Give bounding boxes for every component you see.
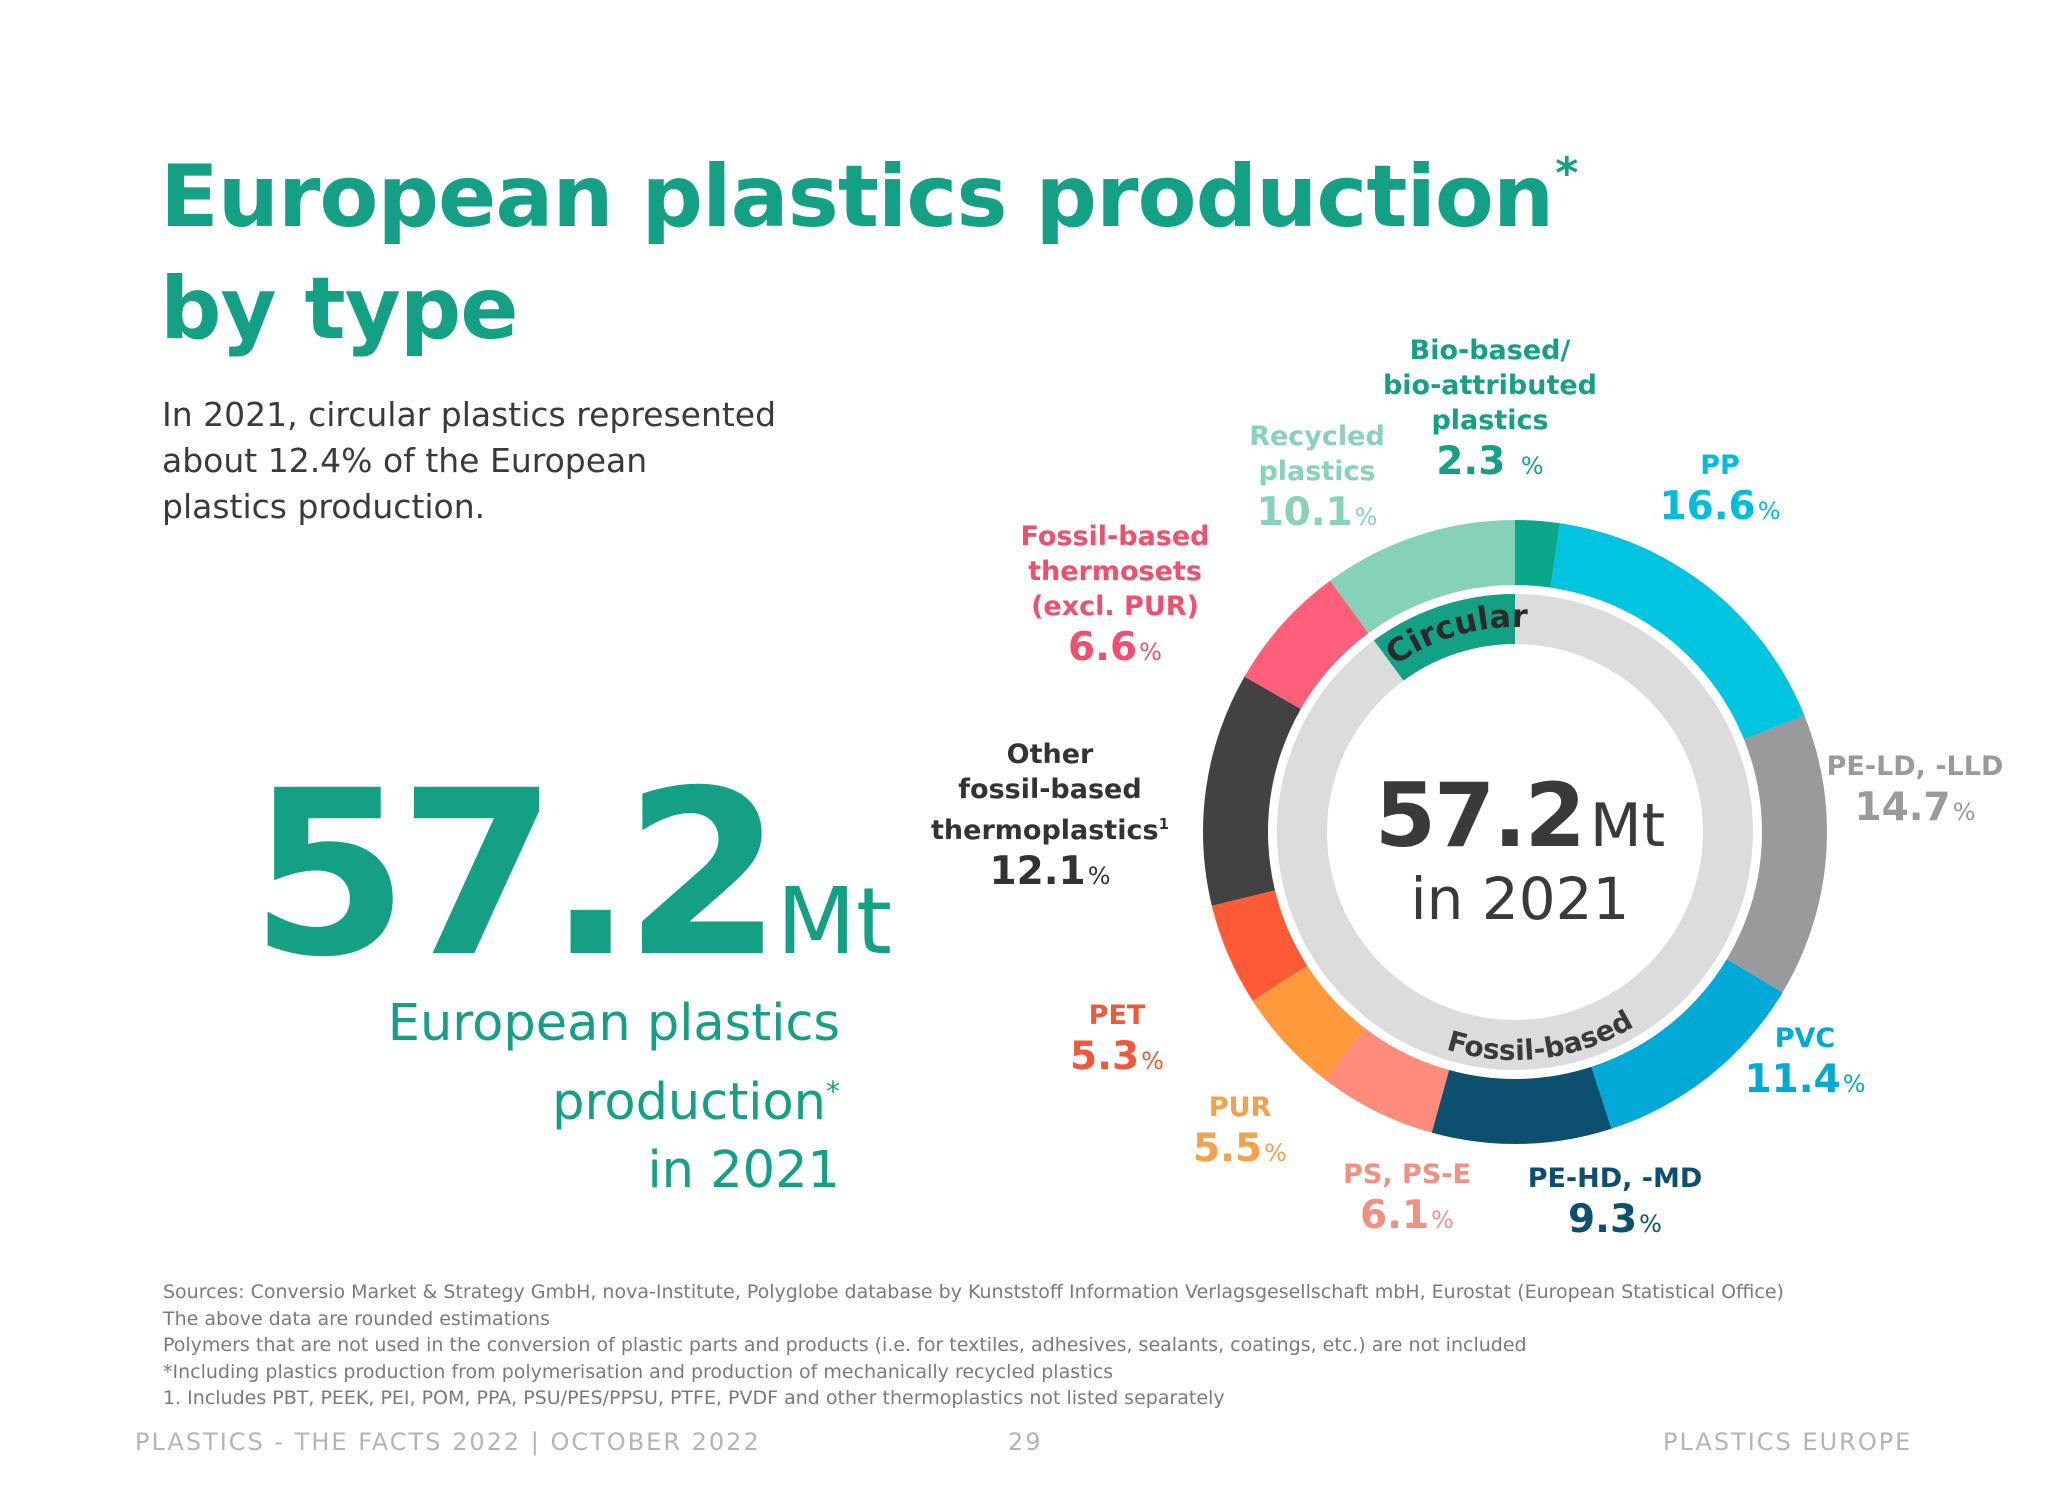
- label-pvc: PVC 11.4%: [1744, 1023, 1866, 1102]
- value-thermosets: 6.6: [1068, 625, 1138, 670]
- value-ps: 6.1: [1360, 1193, 1430, 1238]
- source-line: 1. Includes PBT, PEEK, PEI, POM, PPA, PS…: [163, 1387, 1225, 1410]
- headline-caption-line-3: in 2021: [647, 1141, 841, 1200]
- group-label-fossil-based: Fossil-based: [1444, 1004, 1638, 1068]
- donut-slice-pp: [1550, 523, 1805, 740]
- value-bio-based: 2.3: [1436, 439, 1506, 484]
- label-thermosets: Fossil-based thermosets (excl. PUR) 6.6%: [1020, 521, 1210, 670]
- headline-unit: Mt: [776, 868, 892, 975]
- page-title: European plastics production* by type: [160, 118, 1578, 365]
- footer-page-number: 29: [1008, 1428, 1043, 1456]
- value-pur: 5.5: [1193, 1126, 1263, 1171]
- donut-center-year: in 2021: [1410, 865, 1630, 933]
- headline-caption-line-2: production: [552, 1073, 826, 1132]
- label-pe-ld: PE-LD, -LLD 14.7%: [1826, 751, 2004, 830]
- footer-right: PLASTICS EUROPE: [1663, 1428, 1913, 1456]
- headline-value: 57.2: [250, 741, 783, 1007]
- title-line-1: European plastics production: [160, 147, 1554, 247]
- circular-ring-arc: [1373, 594, 1515, 681]
- donut-slice-ps-ps-e: [1325, 1028, 1450, 1133]
- source-line: Sources: Conversio Market & Strategy Gmb…: [163, 1281, 1784, 1303]
- value-pet: 5.3: [1070, 1034, 1140, 1079]
- donut-slice-pet: [1211, 890, 1308, 1001]
- label-other-thermoplastics: Other fossil-based thermoplastics1 12.1%: [931, 739, 1169, 894]
- headline-total: 57.2Mt: [250, 760, 892, 988]
- headline-caption-line-1: European plastics: [387, 994, 840, 1053]
- donut-slice-pe-ld-lld: [1726, 715, 1827, 993]
- value-other-thermoplastics: 12.1: [989, 849, 1086, 894]
- intro-text: In 2021, circular plastics represented a…: [162, 395, 777, 526]
- label-pe-hd: PE-HD, -MD 9.3%: [1527, 1163, 1703, 1242]
- donut-center-label: 57.2 Mt in 2021: [1370, 768, 1670, 934]
- donut-slice-bio-based-bio-attributed-plastics: [1515, 520, 1560, 588]
- label-bio-based: Bio-based/ bio-attributed plastics 2.3 %: [1382, 335, 1598, 484]
- donut-slice-recycled-plastics: [1330, 520, 1515, 634]
- value-recycled: 10.1: [1256, 490, 1353, 535]
- donut-center-unit: Mt: [1589, 791, 1666, 861]
- label-pet: PET 5.3%: [1070, 1000, 1164, 1079]
- footer-left: PLASTICS - THE FACTS 2022 | OCTOBER 2022: [135, 1428, 761, 1456]
- label-recycled: Recycled plastics 10.1%: [1249, 421, 1385, 535]
- title-line-2: by type: [160, 259, 519, 359]
- donut-center-value: 57.2: [1374, 764, 1586, 867]
- value-pe-hd: 9.3: [1568, 1197, 1638, 1242]
- source-line: *Including plastics production from poly…: [163, 1360, 1114, 1383]
- value-pp: 16.6: [1659, 484, 1756, 529]
- label-ps: PS, PS-E 6.1%: [1343, 1159, 1471, 1238]
- footnote-mark-1: 1: [1158, 815, 1169, 833]
- headline-caption: European plastics production* in 2021: [300, 990, 840, 1205]
- label-pur: PUR 5.5%: [1193, 1092, 1287, 1171]
- sources-notes: Sources: Conversio Market & Strategy Gmb…: [163, 1279, 2013, 1412]
- headline-caption-mark: *: [826, 1075, 840, 1108]
- value-pvc: 11.4: [1744, 1057, 1841, 1102]
- title-footnote-mark: *: [1555, 148, 1578, 199]
- donut-slice-other-fossil-based-thermoplastics: [1203, 676, 1301, 906]
- donut-slice-fossil-based-thermosets-excl-pur: [1244, 580, 1369, 709]
- donut-slice-pe-hd-md: [1431, 1066, 1612, 1144]
- label-pp: PP 16.6%: [1659, 450, 1781, 529]
- value-pe-ld: 14.7: [1854, 785, 1951, 830]
- source-line: The above data are rounded estimations: [163, 1307, 550, 1330]
- donut-slice-pvc: [1591, 959, 1783, 1129]
- donut-slice-pur: [1252, 965, 1365, 1080]
- source-line: Polymers that are not used in the conver…: [163, 1334, 1527, 1357]
